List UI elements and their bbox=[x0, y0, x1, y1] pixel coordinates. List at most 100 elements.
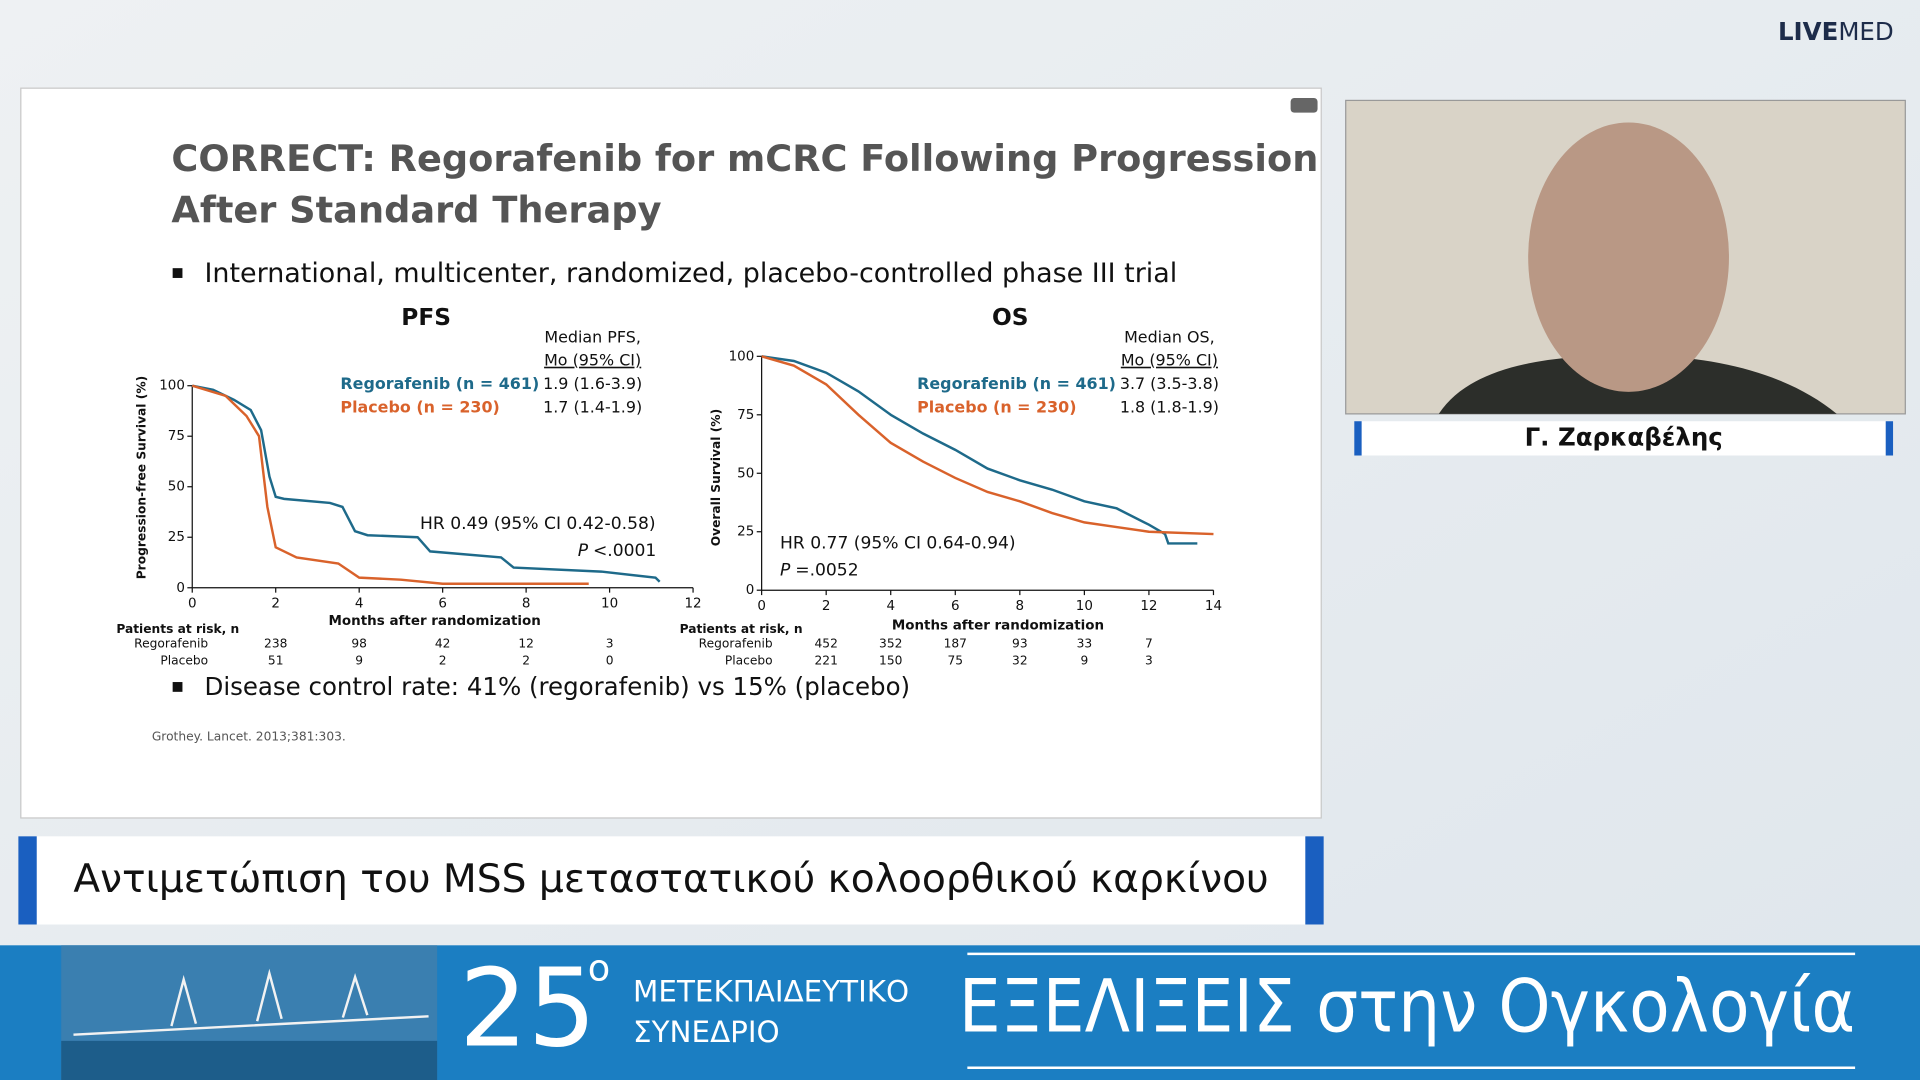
y-tick-label: 0 bbox=[176, 581, 185, 596]
risk-count: 352 bbox=[879, 637, 902, 651]
bullet: International, multicenter, randomized, … bbox=[204, 258, 1177, 289]
risk-count: 42 bbox=[435, 637, 451, 651]
caption-bar bbox=[18, 836, 1324, 925]
risk-table-title: Patients at risk, n bbox=[680, 622, 803, 636]
bullet-marker bbox=[172, 682, 183, 692]
legend-entry: Regorafenib (n = 461) bbox=[917, 374, 1116, 393]
bullet-marker bbox=[172, 268, 183, 278]
risk-count: 98 bbox=[351, 637, 367, 651]
risk-count: 221 bbox=[815, 654, 838, 668]
logo: LIVEMED bbox=[1778, 17, 1894, 46]
banner-bridge bbox=[73, 968, 429, 1036]
hazard-ratio: HR 0.49 (95% CI 0.42-0.58) bbox=[420, 514, 656, 534]
risk-row-label: Placebo bbox=[725, 654, 773, 668]
survival-curve bbox=[761, 355, 1214, 536]
y-tick-label: 100 bbox=[729, 349, 755, 364]
risk-count: 187 bbox=[944, 637, 967, 651]
x-tick-label: 10 bbox=[601, 597, 618, 612]
banner-photo-sea bbox=[61, 1040, 438, 1080]
risk-count: 9 bbox=[1080, 654, 1088, 668]
survival-curve bbox=[191, 384, 589, 585]
risk-count: 7 bbox=[1145, 637, 1153, 651]
p-label: P bbox=[780, 561, 791, 581]
p-number: =.0052 bbox=[795, 561, 858, 581]
banner-line: ΣΥΝΕΔΡΙΟ bbox=[633, 1015, 780, 1049]
x-tick-label: 0 bbox=[757, 599, 766, 614]
slide-title: After Standard Therapy bbox=[171, 188, 661, 231]
name-bar-edge bbox=[1354, 421, 1362, 456]
y-tick-label: 75 bbox=[168, 429, 185, 444]
median-header: Mo (95% CI) bbox=[544, 351, 641, 370]
bullet: Disease control rate: 41% (regorafenib) … bbox=[204, 672, 910, 701]
y-tick-label: 25 bbox=[737, 525, 754, 540]
risk-count: 452 bbox=[815, 637, 838, 651]
logo-light: MED bbox=[1838, 17, 1893, 46]
caption: Αντιμετώπιση του MSS μεταστατικού κολοορ… bbox=[73, 857, 1268, 902]
y-tick-label: 75 bbox=[737, 408, 754, 423]
risk-count: 0 bbox=[606, 654, 614, 668]
caption-edge bbox=[1305, 836, 1324, 925]
risk-row-label: Placebo bbox=[160, 654, 208, 668]
p-value: P <.0001 bbox=[578, 541, 657, 561]
risk-count: 9 bbox=[355, 654, 363, 668]
risk-row-label: Regorafenib bbox=[699, 637, 773, 651]
x-tick-label: 4 bbox=[886, 599, 895, 614]
x-tick-label: 12 bbox=[684, 597, 701, 612]
risk-row-label: Regorafenib bbox=[134, 637, 208, 651]
risk-table-title: Patients at risk, n bbox=[116, 622, 239, 636]
x-tick-label: 6 bbox=[951, 599, 960, 614]
risk-count: 32 bbox=[1012, 654, 1028, 668]
median-value: 3.7 (3.5-3.8) bbox=[1120, 374, 1219, 393]
y-tick-label: 0 bbox=[746, 583, 755, 598]
median-value: 1.8 (1.8-1.9) bbox=[1120, 397, 1219, 416]
x-tick-label: 4 bbox=[355, 597, 364, 612]
risk-count: 238 bbox=[264, 637, 287, 651]
risk-count: 33 bbox=[1077, 637, 1093, 651]
name-bar bbox=[1354, 421, 1894, 456]
chart-title: PFS bbox=[401, 304, 451, 331]
close-button[interactable] bbox=[1290, 97, 1318, 113]
speaker-name: Γ. Ζαρκαβέλης bbox=[1525, 422, 1723, 451]
survival-curve bbox=[761, 355, 1198, 545]
legend-entry: Placebo (n = 230) bbox=[340, 397, 499, 416]
logo-bold: LIVE bbox=[1778, 17, 1838, 46]
speaker-head bbox=[1528, 122, 1729, 392]
x-tick-label: 2 bbox=[822, 599, 831, 614]
legend-entry: Placebo (n = 230) bbox=[917, 397, 1076, 416]
x-tick-label: 6 bbox=[438, 597, 447, 612]
risk-count: 3 bbox=[1145, 654, 1153, 668]
x-tick-label: 0 bbox=[188, 597, 197, 612]
p-number: <.0001 bbox=[593, 541, 656, 561]
risk-count: 150 bbox=[879, 654, 902, 668]
p-value: P =.0052 bbox=[780, 561, 859, 581]
x-tick-label: 12 bbox=[1140, 599, 1157, 614]
survival-curve bbox=[192, 384, 661, 583]
x-tick-label: 10 bbox=[1076, 599, 1093, 614]
median-header: Mo (95% CI) bbox=[1121, 351, 1218, 370]
x-axis-label: Months after randomization bbox=[329, 614, 541, 629]
risk-count: 75 bbox=[947, 654, 963, 668]
risk-count: 93 bbox=[1012, 637, 1028, 651]
banner-title: ΕΞΕΛΙΞΕΙΣ στην Ογκολογία bbox=[959, 964, 1855, 1049]
median-header: Median PFS, bbox=[544, 327, 641, 346]
x-tick-label: 8 bbox=[522, 597, 531, 612]
banner-number: 25 bbox=[459, 947, 596, 1072]
risk-count: 51 bbox=[268, 654, 284, 668]
y-tick-label: 100 bbox=[159, 379, 185, 394]
y-tick-label: 50 bbox=[737, 466, 754, 481]
risk-count: 12 bbox=[518, 637, 534, 651]
x-tick-label: 8 bbox=[1016, 599, 1025, 614]
risk-count: 3 bbox=[606, 637, 614, 651]
name-bar-edge bbox=[1885, 421, 1894, 456]
risk-count: 2 bbox=[522, 654, 530, 668]
median-value: 1.9 (1.6-3.9) bbox=[543, 374, 642, 393]
banner-superscript: ο bbox=[588, 946, 610, 989]
hazard-ratio: HR 0.77 (95% CI 0.64-0.94) bbox=[780, 534, 1016, 554]
chart-title: OS bbox=[992, 304, 1029, 331]
risk-count: 2 bbox=[439, 654, 447, 668]
x-tick-label: 2 bbox=[271, 597, 280, 612]
citation: Grothey. Lancet. 2013;381:303. bbox=[152, 730, 346, 744]
median-header: Median OS, bbox=[1124, 327, 1215, 346]
